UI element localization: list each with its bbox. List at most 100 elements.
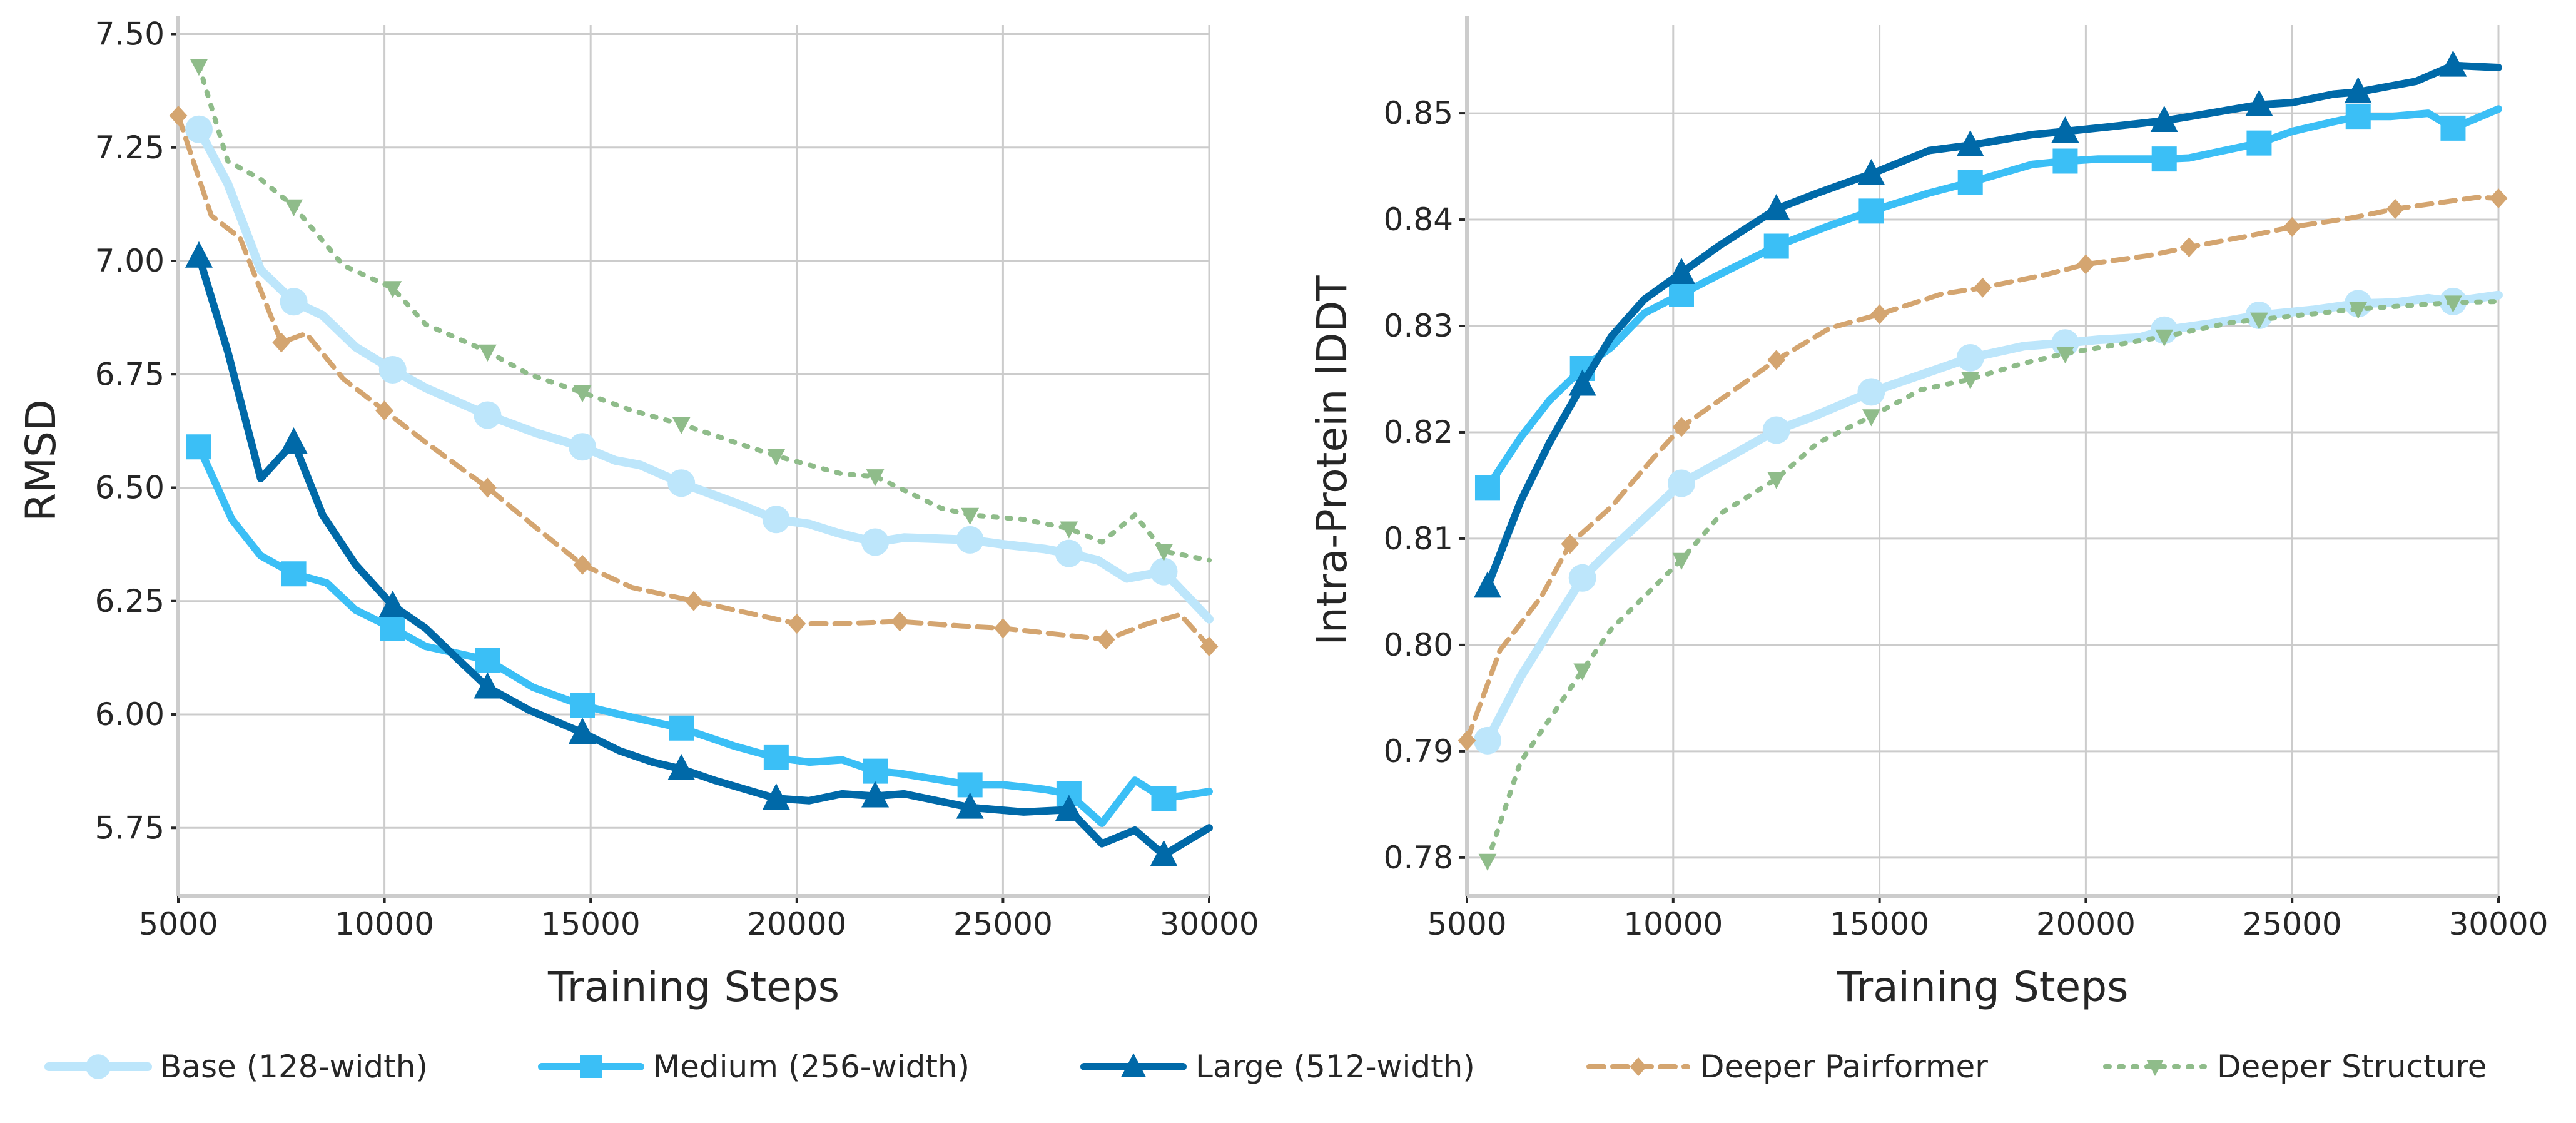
x-tick-label: 10000 [1623, 906, 1723, 942]
data-point [1055, 539, 1083, 567]
data-point [1573, 663, 1592, 681]
data-point [956, 792, 984, 819]
legend-item: Deeper Pairformer [1586, 1049, 1988, 1085]
data-point [1056, 781, 1082, 806]
series-line [195, 252, 1213, 859]
series-line [196, 63, 1212, 563]
series-line [176, 113, 1212, 649]
data-point [1474, 475, 1500, 501]
data-point [185, 241, 213, 268]
data-point [1568, 564, 1596, 592]
data-point [1862, 409, 1880, 427]
data-point [861, 528, 890, 556]
legend-label: Large (512-width) [1195, 1049, 1475, 1085]
x-tick-label: 5000 [1427, 906, 1506, 942]
data-point [383, 281, 402, 298]
series-0 [1473, 287, 2503, 755]
y-tick-label: 6.50 [95, 470, 165, 506]
data-point [2155, 329, 2174, 347]
data-point [672, 417, 691, 434]
data-point [2283, 216, 2301, 237]
data-point [2051, 116, 2079, 143]
y-tick-label: 0.84 [1384, 201, 1453, 238]
data-point [2052, 148, 2078, 174]
data-point [280, 288, 308, 316]
data-point [2386, 199, 2405, 220]
y-axis-label: Intra-Protein lDDT [1308, 275, 1356, 646]
data-point [1458, 730, 1476, 751]
data-point [891, 611, 909, 632]
data-point [863, 758, 888, 784]
data-point [569, 718, 597, 744]
x-tick-label: 5000 [138, 906, 218, 942]
y-tick-label: 0.85 [1384, 95, 1453, 131]
data-point [375, 400, 393, 421]
data-point [1667, 469, 1695, 497]
square-marker-icon [580, 1055, 602, 1078]
y-tick-label: 7.25 [95, 130, 165, 166]
data-point [2246, 130, 2272, 156]
y-tick-label: 0.78 [1384, 840, 1453, 876]
data-point [1858, 198, 1884, 224]
x-tick-label: 25000 [2243, 906, 2342, 942]
data-point [474, 672, 502, 699]
data-point [866, 469, 885, 487]
data-point [861, 781, 890, 808]
x-axis-label: Training Steps [547, 963, 839, 1011]
data-point [1155, 544, 1173, 561]
data-point [190, 59, 208, 76]
lddt-chart: 5000 10000 15000 20000 25000 30000 0.78 0.79 0.8… [1308, 16, 2548, 1011]
data-point [2344, 77, 2372, 104]
data-point [285, 199, 303, 216]
data-point [573, 554, 592, 575]
x-tick-label: 30000 [2448, 906, 2548, 942]
y-tick-label: 0.82 [1384, 414, 1453, 450]
data-point [1767, 472, 1786, 489]
series-1 [186, 434, 1213, 827]
data-point [2440, 115, 2466, 141]
y-tick-label: 6.75 [95, 356, 165, 392]
legend-item: Medium (256-width) [538, 1049, 970, 1085]
data-point [961, 507, 980, 525]
data-point [1478, 853, 1497, 871]
data-point [762, 506, 790, 534]
data-point [763, 744, 789, 770]
series-3 [169, 106, 1219, 657]
data-point [788, 614, 806, 634]
data-point [762, 783, 790, 810]
y-tick-label: 7.50 [95, 16, 165, 53]
data-point [1151, 786, 1177, 811]
y-tick-label: 5.75 [95, 810, 165, 846]
legend-label: Medium (256-width) [653, 1049, 970, 1085]
data-point [2250, 312, 2268, 330]
data-point [474, 401, 502, 429]
data-point [570, 693, 596, 718]
data-point [1956, 343, 1984, 372]
x-tick-label: 20000 [747, 906, 846, 942]
data-point [994, 618, 1012, 639]
data-point [2345, 104, 2371, 130]
rmsd-chart: 5000 10000 15000 20000 25000 30000 5.75 6.00 6.2… [17, 16, 1259, 1011]
data-point [1060, 521, 1078, 539]
data-point [272, 332, 291, 353]
triangle-up-marker-icon [1121, 1053, 1146, 1077]
data-point [2179, 237, 2198, 258]
data-point [1767, 350, 1786, 370]
legend-label: Deeper Structure [2217, 1049, 2487, 1085]
data-point [1150, 840, 1178, 866]
data-point [957, 772, 983, 798]
data-point [1672, 417, 1691, 437]
data-point [2056, 346, 2074, 364]
data-point [378, 591, 407, 617]
series-2 [1473, 50, 2502, 598]
y-axis-label: RMSD [17, 399, 65, 522]
series-2 [185, 241, 1213, 866]
legend-item: Deeper Structure [2103, 1049, 2487, 1085]
data-point [573, 385, 592, 403]
data-point [2489, 188, 2508, 209]
series-3 [1458, 188, 2508, 751]
data-point [2444, 295, 2462, 313]
data-point [1961, 372, 1980, 389]
triangle-down-marker-icon [2146, 1060, 2164, 1076]
data-point [1857, 378, 1885, 406]
